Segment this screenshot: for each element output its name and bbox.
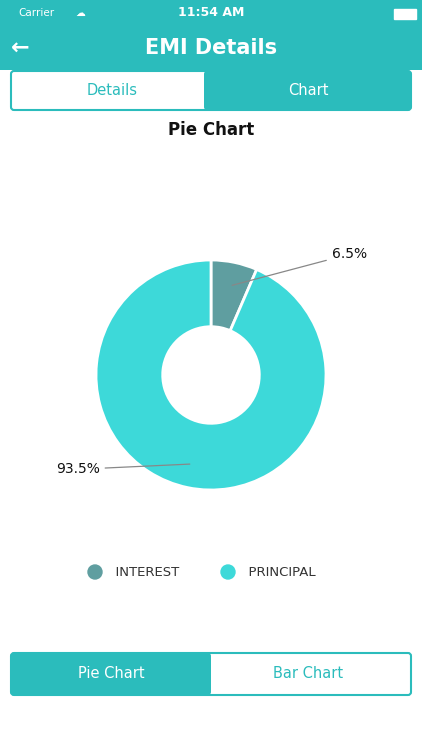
Text: EMI Details: EMI Details	[145, 38, 277, 58]
Wedge shape	[211, 260, 257, 331]
Text: Chart: Chart	[288, 83, 328, 98]
Text: INTEREST: INTEREST	[107, 566, 179, 578]
Text: Pie Chart: Pie Chart	[168, 121, 254, 139]
FancyBboxPatch shape	[204, 71, 411, 110]
FancyBboxPatch shape	[11, 653, 211, 695]
FancyBboxPatch shape	[11, 653, 411, 695]
Text: 93.5%: 93.5%	[56, 462, 190, 476]
Text: Carrier: Carrier	[18, 8, 54, 18]
Circle shape	[88, 565, 102, 579]
Text: ←: ←	[11, 38, 29, 58]
FancyBboxPatch shape	[11, 71, 411, 110]
Text: 11:54 AM: 11:54 AM	[178, 7, 244, 20]
FancyBboxPatch shape	[211, 74, 408, 107]
FancyBboxPatch shape	[0, 0, 422, 25]
Wedge shape	[96, 260, 326, 490]
Circle shape	[221, 565, 235, 579]
FancyBboxPatch shape	[0, 25, 422, 70]
Text: 6.5%: 6.5%	[232, 248, 367, 285]
Text: PRINCIPAL: PRINCIPAL	[240, 566, 316, 578]
Text: Details: Details	[87, 83, 138, 98]
Text: Pie Chart: Pie Chart	[78, 667, 144, 682]
Text: Bar Chart: Bar Chart	[273, 667, 343, 682]
FancyBboxPatch shape	[394, 9, 416, 19]
Text: ☁: ☁	[75, 8, 85, 18]
